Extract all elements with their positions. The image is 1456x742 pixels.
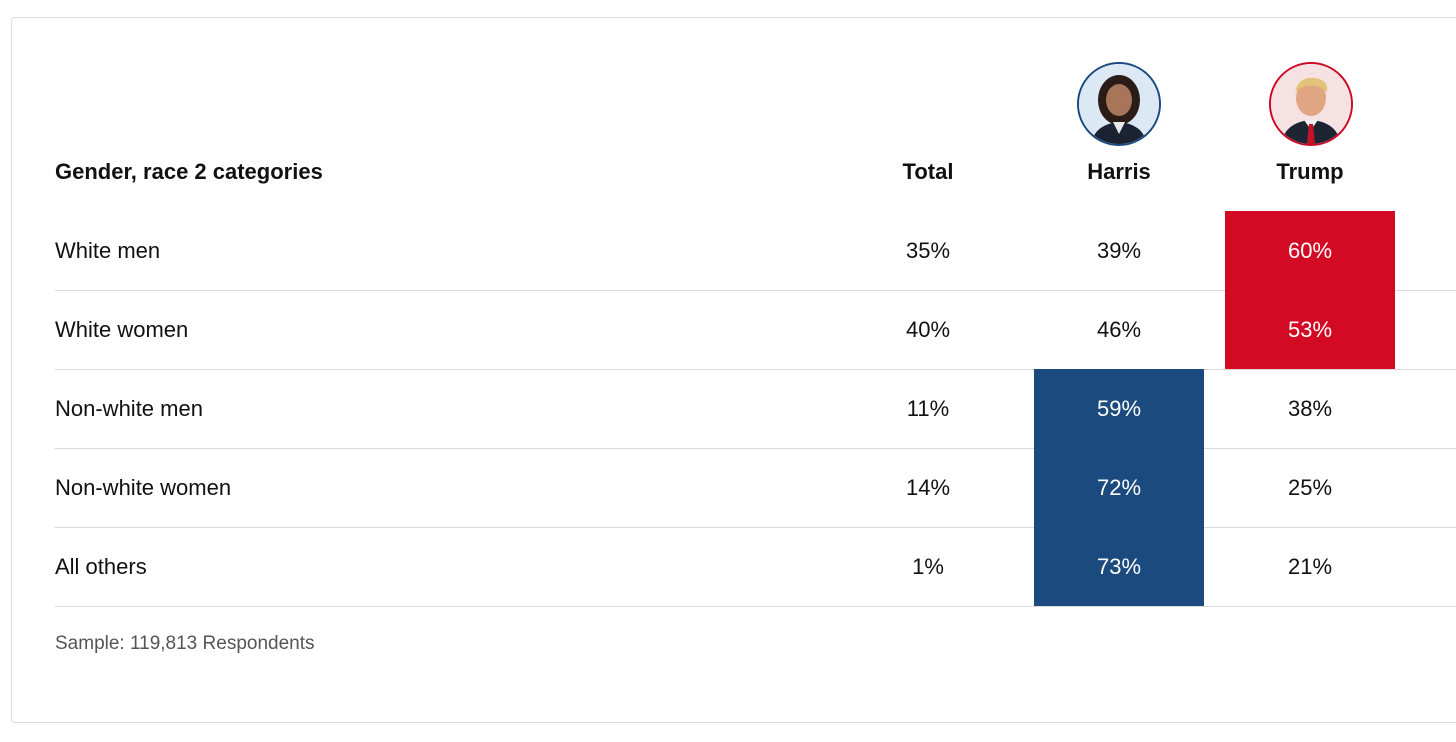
sample-note: Sample: 119,813 Respondents [55, 633, 315, 654]
table-row: White women 40% 46% 53% [55, 290, 1456, 370]
column-header-total: Total [902, 159, 954, 184]
cell-harris: 59% [1034, 369, 1204, 448]
table-row: Non-white women 14% 72% 25% [55, 448, 1456, 528]
row-label: White men [55, 238, 161, 263]
row-divider [55, 369, 1456, 370]
table-row: All others 1% 73% 21% [55, 527, 1456, 607]
cell-trump: 53% [1225, 290, 1395, 369]
table-row: White men 35% 39% 60% [55, 211, 1456, 291]
cell-harris: 46% [1096, 317, 1142, 342]
cell-harris: 39% [1096, 238, 1142, 263]
poll-table-card [11, 17, 1456, 723]
cell-total: 35% [905, 238, 951, 263]
cell-harris: 73% [1034, 527, 1204, 606]
harris-portrait-icon [1077, 62, 1161, 146]
row-divider [55, 606, 1456, 607]
cell-total: 1% [912, 554, 944, 579]
column-header-harris: Harris [1087, 159, 1151, 184]
cell-total: 14% [905, 475, 951, 500]
cell-trump: 25% [1287, 475, 1333, 500]
cell-total: 40% [905, 317, 951, 342]
trump-portrait-icon [1269, 62, 1353, 146]
row-divider [55, 527, 1456, 528]
row-divider [55, 448, 1456, 449]
column-header-trump: Trump [1276, 159, 1344, 184]
cell-harris: 72% [1034, 448, 1204, 527]
cell-trump: 38% [1287, 396, 1333, 421]
table-title: Gender, race 2 categories [55, 159, 323, 184]
cell-trump: 60% [1225, 211, 1395, 290]
table-row: Non-white men 11% 59% 38% [55, 369, 1456, 449]
row-divider [55, 290, 1456, 291]
cell-total: 11% [906, 396, 950, 421]
row-label: Non-white men [55, 396, 203, 421]
cell-trump: 21% [1287, 554, 1333, 579]
row-label: Non-white women [55, 475, 232, 500]
row-label: All others [55, 554, 147, 579]
row-label: White women [55, 317, 189, 342]
